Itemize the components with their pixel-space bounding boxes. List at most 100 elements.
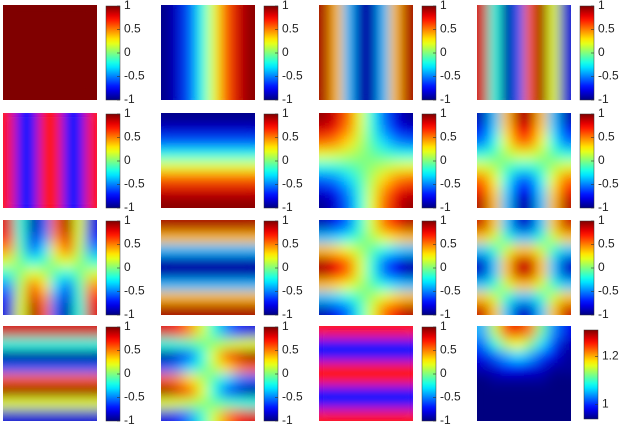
heatmap-cell <box>559 255 571 268</box>
heatmap-cell <box>61 40 74 53</box>
heatmap-cell <box>231 64 244 77</box>
heatmap-cell <box>3 326 16 339</box>
heatmap-cell <box>196 385 209 398</box>
heatmap-cell <box>535 196 548 208</box>
heatmap-cell <box>172 88 185 100</box>
heatmap-cell <box>319 136 332 150</box>
heatmap-cell <box>524 349 537 363</box>
heatmap-cell <box>61 76 74 89</box>
heatmap-cell <box>547 5 560 18</box>
colorbar-tick-label: -0.5 <box>440 69 461 83</box>
heatmap-cell <box>38 172 51 185</box>
heatmap-cell <box>559 160 571 173</box>
heatmap-cell <box>500 76 513 89</box>
heatmap-cell <box>330 337 343 351</box>
heatmap-cell <box>354 361 367 374</box>
heatmap-cell <box>231 148 244 161</box>
heatmap-cell <box>208 291 221 304</box>
heatmap-cell <box>85 148 97 161</box>
heatmap-cell <box>512 231 525 245</box>
heatmap-cell <box>547 243 560 257</box>
colorbar-tick-label: 1 <box>124 0 131 12</box>
heatmap-cell <box>50 148 63 161</box>
heatmap-cell <box>512 303 525 315</box>
heatmap-cell <box>172 28 185 42</box>
colorbar-tick-label: -0.5 <box>440 390 461 404</box>
heatmap-cell <box>50 160 63 173</box>
heatmap-cell <box>50 40 63 53</box>
heatmap-cell <box>184 267 197 280</box>
heatmap-cells <box>477 5 571 100</box>
heatmap-cell <box>231 361 244 374</box>
heatmap-cell <box>535 385 548 398</box>
heatmap-cell <box>319 243 332 257</box>
heatmap-cell <box>231 409 244 421</box>
heatmap-cell <box>14 40 27 53</box>
heatmap-cell <box>85 52 97 65</box>
heatmap-cell <box>172 385 185 398</box>
colorbar-tick-label: -1 <box>598 307 609 321</box>
heatmap-cell <box>161 397 174 410</box>
heatmap-cell <box>243 28 255 42</box>
heatmap-cell <box>342 64 355 77</box>
heatmap-cell <box>26 52 39 65</box>
heatmap-cell <box>231 373 244 386</box>
heatmap-cell <box>488 279 501 292</box>
heatmap-cell <box>377 196 390 208</box>
heatmap-cell <box>559 279 571 292</box>
colorbar-tick-label: 0.5 <box>440 237 457 251</box>
heatmap-cell <box>547 124 560 138</box>
heatmap-cell <box>14 64 27 77</box>
heatmap-cell <box>172 337 185 351</box>
heatmap-cell <box>535 124 548 138</box>
heatmap-cell <box>512 148 525 161</box>
heatmap-cell <box>14 113 27 126</box>
heatmap-cell <box>38 337 51 351</box>
heatmap-cell <box>73 136 86 150</box>
heatmap-cell <box>243 279 255 292</box>
colorbar-tick-label: 0 <box>440 366 447 380</box>
heatmap-cell <box>50 326 63 339</box>
heatmap-cell <box>342 184 355 197</box>
heatmap-cell <box>26 337 39 351</box>
heatmap-cell <box>172 231 185 245</box>
heatmap-cell <box>50 255 63 268</box>
heatmap-cell <box>354 5 367 18</box>
heatmap-cell <box>512 255 525 268</box>
heatmap-cell <box>3 255 16 268</box>
heatmap-cell <box>401 279 413 292</box>
colorbar-tick-label: 0 <box>598 153 605 167</box>
heatmap-cell <box>488 337 501 351</box>
heatmap-cell <box>559 291 571 304</box>
heatmap-cell <box>342 220 355 233</box>
heatmap-cell <box>401 148 413 161</box>
heatmap-cell <box>219 349 232 363</box>
heatmap-cell <box>219 409 232 421</box>
heatmap-cell <box>559 52 571 65</box>
heatmap-cell <box>184 136 197 150</box>
heatmap-cell <box>366 64 379 77</box>
heatmap-cell <box>3 397 16 410</box>
heatmap-cell <box>208 52 221 65</box>
heatmap-cell <box>243 337 255 351</box>
heatmap-cell <box>319 52 332 65</box>
heatmap-cell <box>208 243 221 257</box>
heatmap-cell <box>535 184 548 197</box>
colorbar-tick-label: 1 <box>602 397 609 411</box>
heatmap-cell <box>342 172 355 185</box>
colorbar-tick-label: 1 <box>282 319 289 333</box>
heatmap-cell <box>208 409 221 421</box>
heatmap-cell <box>38 291 51 304</box>
heatmap-cell <box>26 361 39 374</box>
heatmap-cell <box>401 52 413 65</box>
heatmap-cell <box>512 361 525 374</box>
heatmap-cell <box>161 64 174 77</box>
heatmap-cell <box>61 64 74 77</box>
heatmap-cell <box>61 5 74 18</box>
heatmap-cell <box>389 124 402 138</box>
heatmap-cell <box>184 409 197 421</box>
heatmap-cell <box>85 267 97 280</box>
heatmap-cell <box>524 5 537 18</box>
colorbar-tick-label: 0 <box>598 260 605 274</box>
heatmap-cell <box>377 184 390 197</box>
